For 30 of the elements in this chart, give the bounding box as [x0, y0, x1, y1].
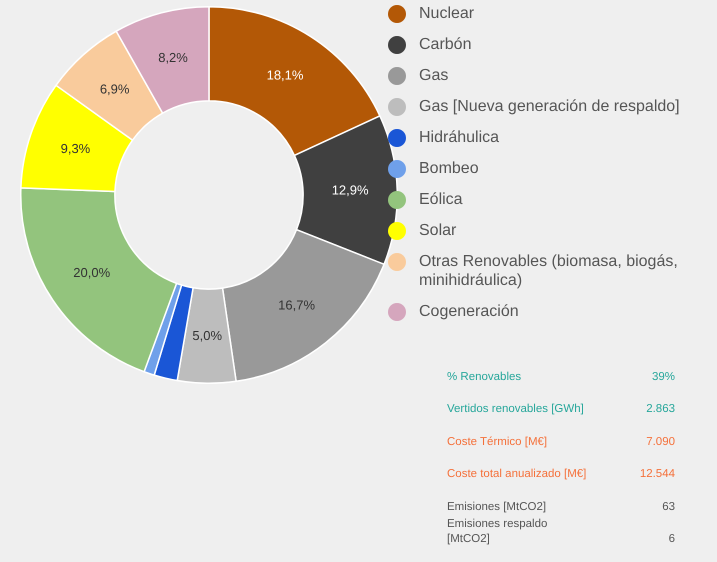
data-label: 9,3% [60, 140, 91, 156]
legend-label: Otras Renovables (biomasa, biogás, minihidráulica) [419, 252, 679, 290]
text: Coste Térmico [M€] [447, 434, 548, 450]
text: Emisiones respaldo [MtCO2] [447, 517, 548, 547]
legend-label: Nuclear [419, 4, 474, 23]
text: 6 [668, 532, 675, 547]
legend-label: Gas [Nueva generación de respaldo] [419, 97, 680, 116]
legend-label: Carbón [419, 35, 472, 54]
data-label: 16,7% [278, 297, 316, 312]
legend-label: Eólica [419, 190, 463, 209]
text: 39% [652, 370, 675, 384]
text: 63 [662, 500, 675, 514]
data-label: 12,9% [332, 182, 369, 198]
legend-label: Bombeo [419, 159, 479, 178]
legend-label: Solar [419, 221, 456, 240]
data-label: 18,1% [266, 68, 304, 83]
text: % Renovables [447, 370, 522, 384]
text: Coste total anualizado [M€] [447, 467, 587, 482]
legend-label: Hidráhulica [419, 128, 500, 147]
legend-label: Cogeneración [419, 302, 519, 321]
text: 2.863 [646, 402, 675, 417]
text: Emisiones [MtCO2] [447, 500, 548, 514]
data-label: 5,0% [192, 328, 222, 343]
data-label: 20,0% [73, 265, 111, 280]
text: 12.544 [640, 467, 675, 482]
data-label: 8,2% [158, 50, 188, 66]
data-label: 6,9% [100, 82, 130, 97]
text: Vertidos renovables [GWh] [447, 402, 585, 417]
legend-label: Gas [419, 66, 448, 85]
text: 7.090 [646, 434, 675, 450]
